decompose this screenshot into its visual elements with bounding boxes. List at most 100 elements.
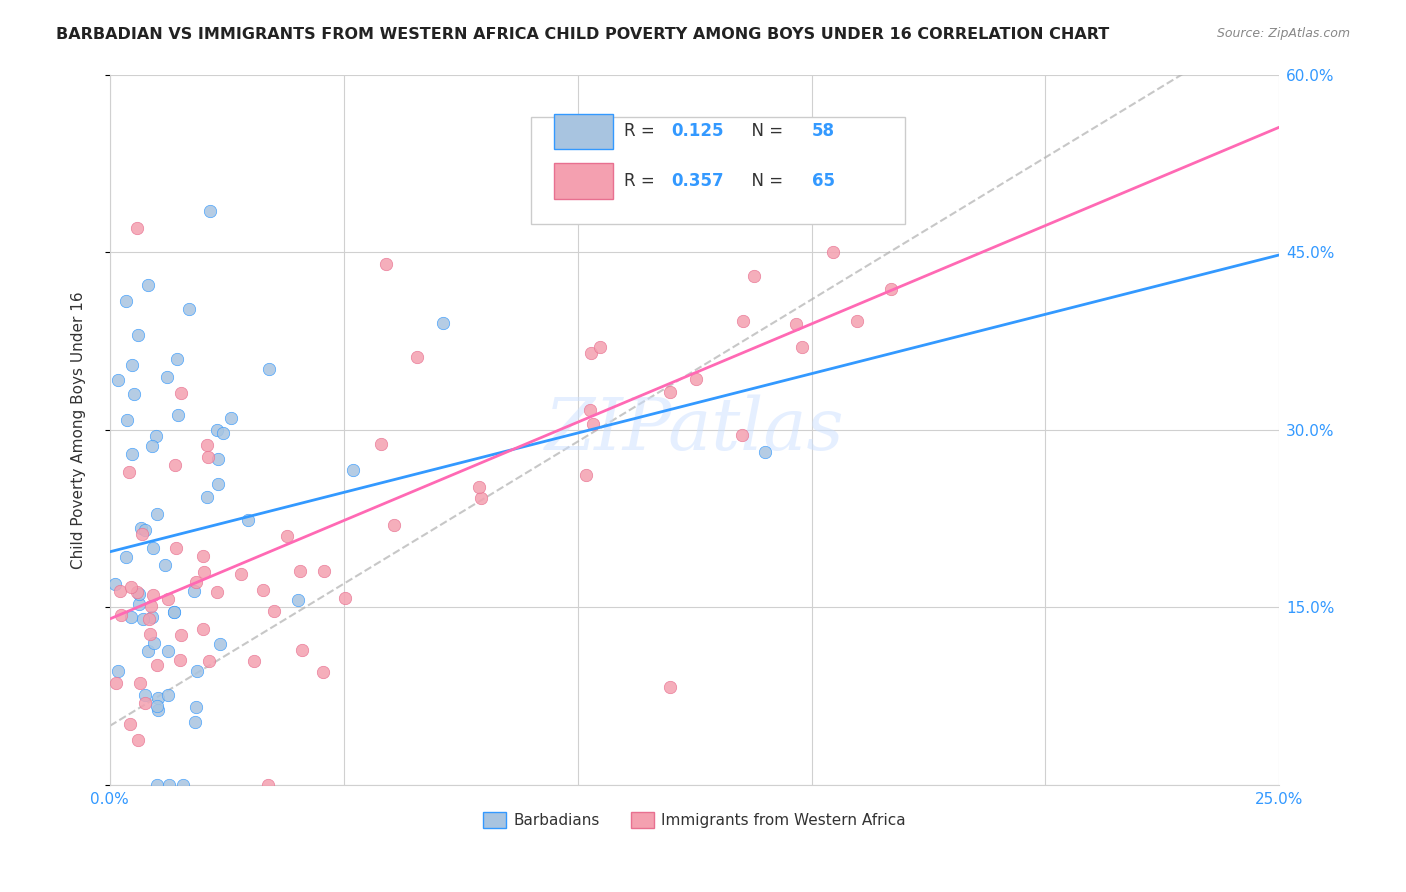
Barbadians <box>172 778 194 792</box>
Barbadians <box>122 386 145 401</box>
Barbadians <box>432 317 454 331</box>
Barbadians <box>107 664 129 678</box>
Barbadians <box>121 358 143 372</box>
Barbadians <box>200 203 222 218</box>
Text: N =: N = <box>741 172 789 190</box>
Immigrants from Western Africa <box>382 517 405 532</box>
Immigrants from Western Africa <box>846 314 869 328</box>
Text: Source: ZipAtlas.com: Source: ZipAtlas.com <box>1216 27 1350 40</box>
Barbadians <box>208 637 231 651</box>
Text: 65: 65 <box>811 172 835 190</box>
Barbadians <box>238 512 260 526</box>
Barbadians <box>157 689 180 703</box>
Immigrants from Western Africa <box>138 611 160 625</box>
Immigrants from Western Africa <box>823 244 845 259</box>
Immigrants from Western Africa <box>252 583 274 598</box>
Barbadians <box>146 507 169 521</box>
Barbadians <box>156 369 179 384</box>
Immigrants from Western Africa <box>134 696 156 710</box>
Barbadians <box>205 423 228 437</box>
Text: ZIPatlas: ZIPatlas <box>544 394 845 465</box>
Barbadians <box>186 664 208 678</box>
Immigrants from Western Africa <box>468 481 491 495</box>
Barbadians <box>143 636 166 650</box>
Immigrants from Western Africa <box>125 585 148 599</box>
Text: R =: R = <box>624 172 661 190</box>
Barbadians <box>207 452 229 467</box>
Immigrants from Western Africa <box>131 527 153 541</box>
Immigrants from Western Africa <box>198 654 221 668</box>
Barbadians <box>104 576 127 591</box>
Immigrants from Western Africa <box>785 317 807 331</box>
Immigrants from Western Africa <box>658 680 681 694</box>
Immigrants from Western Africa <box>243 654 266 668</box>
Barbadians <box>156 644 179 658</box>
Immigrants from Western Africa <box>257 778 280 792</box>
Immigrants from Western Africa <box>731 314 754 328</box>
Y-axis label: Child Poverty Among Boys Under 16: Child Poverty Among Boys Under 16 <box>72 291 86 568</box>
Barbadians <box>128 597 150 611</box>
Barbadians <box>287 592 309 607</box>
Barbadians <box>142 541 165 555</box>
Immigrants from Western Africa <box>170 385 193 400</box>
FancyBboxPatch shape <box>554 113 613 149</box>
Legend: Barbadians, Immigrants from Western Africa: Barbadians, Immigrants from Western Afri… <box>477 806 912 834</box>
Barbadians <box>163 605 186 619</box>
Immigrants from Western Africa <box>139 626 162 640</box>
Barbadians <box>342 462 364 476</box>
Barbadians <box>754 445 776 459</box>
Barbadians <box>115 294 138 309</box>
Immigrants from Western Africa <box>125 221 148 235</box>
Immigrants from Western Africa <box>142 588 165 602</box>
Barbadians <box>183 715 205 730</box>
Immigrants from Western Africa <box>166 541 188 556</box>
Immigrants from Western Africa <box>589 340 612 354</box>
Barbadians <box>115 413 138 427</box>
Immigrants from Western Africa <box>118 465 141 479</box>
Immigrants from Western Africa <box>579 346 602 360</box>
Immigrants from Western Africa <box>157 592 180 607</box>
Immigrants from Western Africa <box>184 574 207 589</box>
Immigrants from Western Africa <box>731 427 754 442</box>
FancyBboxPatch shape <box>531 117 905 224</box>
Barbadians <box>184 699 207 714</box>
Barbadians <box>120 610 142 624</box>
Immigrants from Western Africa <box>193 549 215 564</box>
Barbadians <box>207 476 229 491</box>
Immigrants from Western Africa <box>311 665 333 679</box>
Immigrants from Western Africa <box>276 529 298 543</box>
Barbadians <box>107 373 129 387</box>
Barbadians <box>131 521 153 535</box>
Immigrants from Western Africa <box>129 676 152 690</box>
Immigrants from Western Africa <box>104 676 127 690</box>
Immigrants from Western Africa <box>685 372 707 386</box>
Immigrants from Western Africa <box>288 564 311 578</box>
Immigrants from Western Africa <box>575 468 598 483</box>
Barbadians <box>127 328 149 343</box>
Immigrants from Western Africa <box>880 282 903 296</box>
Immigrants from Western Africa <box>742 268 765 283</box>
Barbadians <box>145 698 167 713</box>
Immigrants from Western Africa <box>374 257 396 271</box>
Immigrants from Western Africa <box>120 716 142 731</box>
Immigrants from Western Africa <box>193 566 215 580</box>
Immigrants from Western Africa <box>790 340 813 354</box>
Text: 0.125: 0.125 <box>671 122 724 140</box>
Barbadians <box>121 448 143 462</box>
Immigrants from Western Africa <box>146 657 169 672</box>
Immigrants from Western Africa <box>191 622 214 636</box>
Barbadians <box>179 302 201 317</box>
Text: BARBADIAN VS IMMIGRANTS FROM WESTERN AFRICA CHILD POVERTY AMONG BOYS UNDER 16 CO: BARBADIAN VS IMMIGRANTS FROM WESTERN AFR… <box>56 27 1109 42</box>
Immigrants from Western Africa <box>312 564 335 578</box>
Text: N =: N = <box>741 122 789 140</box>
Immigrants from Western Africa <box>405 350 427 364</box>
Barbadians <box>141 610 163 624</box>
Barbadians <box>157 778 180 792</box>
Barbadians <box>163 605 186 619</box>
Immigrants from Western Africa <box>120 580 142 594</box>
Barbadians <box>195 490 218 504</box>
Immigrants from Western Africa <box>127 732 149 747</box>
Barbadians <box>145 428 167 442</box>
Immigrants from Western Africa <box>582 417 605 432</box>
Text: R =: R = <box>624 122 661 140</box>
